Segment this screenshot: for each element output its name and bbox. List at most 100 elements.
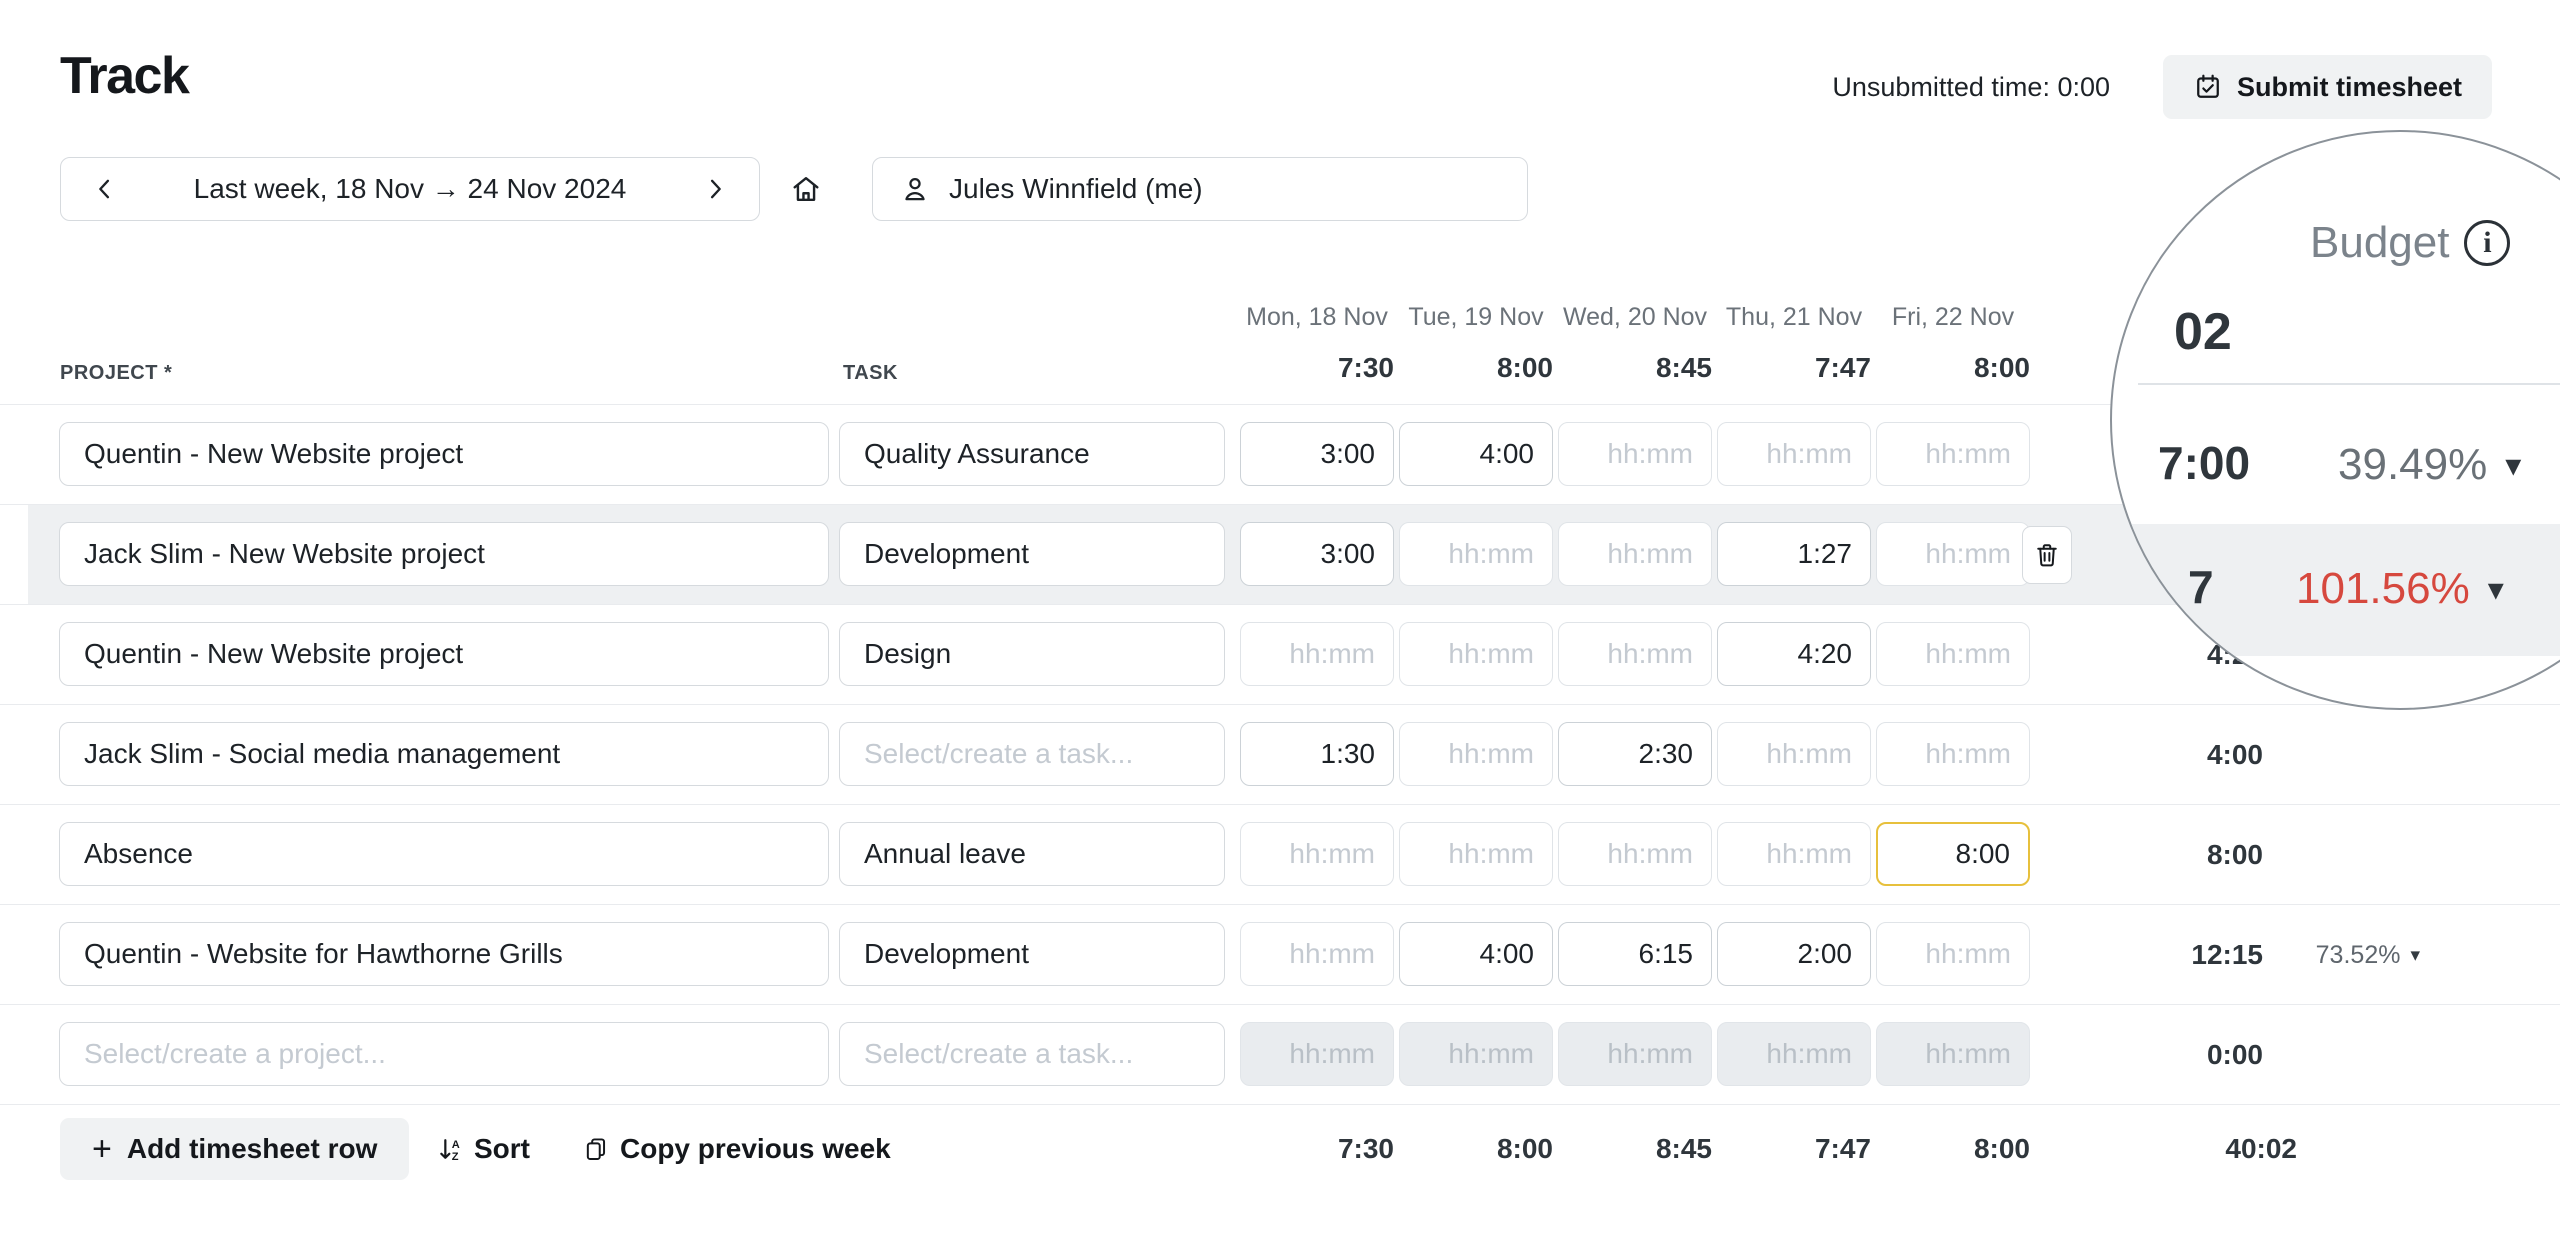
- task-input[interactable]: Select/create a task...: [839, 1022, 1225, 1086]
- info-icon[interactable]: i: [2464, 220, 2510, 266]
- time-input-wed[interactable]: hh:mm: [1558, 622, 1712, 686]
- week-range-label[interactable]: Last week, 18 Nov → 24 Nov 2024: [149, 173, 671, 205]
- time-input-mon[interactable]: 3:00: [1240, 522, 1394, 586]
- row-total: 8:00: [2118, 805, 2263, 905]
- day-total-wed: 8:45: [1558, 352, 1712, 384]
- project-input[interactable]: Absence: [59, 822, 829, 886]
- caret-down-icon: ▾: [2505, 449, 2521, 481]
- day-total-thu: 7:47: [1717, 352, 1871, 384]
- add-timesheet-row-button[interactable]: + Add timesheet row: [60, 1118, 409, 1180]
- time-input-wed[interactable]: hh:mm: [1558, 422, 1712, 486]
- time-input-thu[interactable]: hh:mm: [1717, 822, 1871, 886]
- submit-timesheet-button[interactable]: Submit timesheet: [2163, 55, 2492, 119]
- trash-icon: [2032, 539, 2062, 571]
- time-input-mon[interactable]: hh:mm: [1240, 822, 1394, 886]
- task-column-header: TASK: [843, 362, 898, 385]
- person-icon: [899, 173, 931, 205]
- time-input-fri[interactable]: 8:00: [1876, 822, 2030, 886]
- chevron-left-icon: [91, 175, 119, 203]
- member-select[interactable]: Jules Winnfield (me): [872, 157, 1528, 221]
- day-total-fri: 8:00: [1876, 352, 2030, 384]
- footer-total-wed: 8:45: [1558, 1118, 1712, 1180]
- project-input[interactable]: Quentin - New Website project: [59, 422, 829, 486]
- task-input[interactable]: Select/create a task...: [839, 722, 1225, 786]
- task-input[interactable]: Development: [839, 922, 1225, 986]
- time-input-tue[interactable]: hh:mm: [1399, 722, 1553, 786]
- day-header-fri: Fri, 22 Nov: [1856, 303, 2050, 332]
- time-input-fri[interactable]: hh:mm: [1876, 922, 2030, 986]
- magnified-budget-dropdown[interactable]: 101.56% ▾: [2296, 564, 2504, 614]
- sort-button[interactable]: A Z Sort: [436, 1118, 530, 1180]
- project-input[interactable]: Jack Slim - New Website project: [59, 522, 829, 586]
- task-input[interactable]: Development: [839, 522, 1225, 586]
- time-input-wed[interactable]: 6:15: [1558, 922, 1712, 986]
- plus-icon: +: [92, 1132, 112, 1166]
- week-navigator: Last week, 18 Nov → 24 Nov 2024: [60, 157, 760, 221]
- project-input[interactable]: Select/create a project...: [59, 1022, 829, 1086]
- svg-text:A: A: [452, 1139, 460, 1151]
- time-input-thu[interactable]: 1:27: [1717, 522, 1871, 586]
- task-input[interactable]: Annual leave: [839, 822, 1225, 886]
- time-input-fri[interactable]: hh:mm: [1876, 622, 2030, 686]
- time-input-mon[interactable]: 3:00: [1240, 422, 1394, 486]
- time-input-wed[interactable]: hh:mm: [1558, 822, 1712, 886]
- home-icon: [789, 172, 823, 206]
- budget-value: 39.49%: [2338, 440, 2487, 490]
- time-input-tue[interactable]: hh:mm: [1399, 822, 1553, 886]
- copy-previous-week-button[interactable]: Copy previous week: [582, 1118, 891, 1180]
- previous-week-button[interactable]: [61, 158, 149, 220]
- day-total-mon: 7:30: [1240, 352, 1394, 384]
- project-input[interactable]: Quentin - Website for Hawthorne Grills: [59, 922, 829, 986]
- sort-label: Sort: [474, 1133, 530, 1165]
- time-input-thu: hh:mm: [1717, 1022, 1871, 1086]
- row-total: 12:15: [2118, 905, 2263, 1005]
- time-input-mon: hh:mm: [1240, 1022, 1394, 1086]
- task-input[interactable]: Quality Assurance: [839, 422, 1225, 486]
- page-title: Track: [60, 46, 188, 106]
- time-input-tue: hh:mm: [1399, 1022, 1553, 1086]
- caret-down-icon: ▾: [2410, 946, 2420, 965]
- time-input-wed: hh:mm: [1558, 1022, 1712, 1086]
- budget-column-header: Budget: [2310, 218, 2449, 268]
- footer-total-tue: 8:00: [1399, 1118, 1553, 1180]
- time-input-thu[interactable]: 2:00: [1717, 922, 1871, 986]
- next-week-button[interactable]: [671, 158, 759, 220]
- time-input-tue[interactable]: 4:00: [1399, 422, 1553, 486]
- time-input-tue[interactable]: 4:00: [1399, 922, 1553, 986]
- chevron-right-icon: [701, 175, 729, 203]
- magnified-week-total: 02: [2174, 302, 2232, 362]
- time-input-tue[interactable]: hh:mm: [1399, 622, 1553, 686]
- time-input-mon[interactable]: hh:mm: [1240, 622, 1394, 686]
- timesheet-row: Absence Annual leave hh:mm hh:mm hh:mm h…: [0, 805, 2560, 905]
- time-input-thu[interactable]: hh:mm: [1717, 722, 1871, 786]
- copy-icon: [582, 1135, 610, 1163]
- budget-dropdown[interactable]: 73.52% ▾: [2250, 905, 2420, 1005]
- time-input-fri[interactable]: hh:mm: [1876, 522, 2030, 586]
- divider: [2138, 383, 2560, 385]
- project-input[interactable]: Quentin - New Website project: [59, 622, 829, 686]
- footer-total-thu: 7:47: [1717, 1118, 1871, 1180]
- footer-total-fri: 8:00: [1876, 1118, 2030, 1180]
- add-row-label: Add timesheet row: [127, 1133, 377, 1165]
- footer-total-mon: 7:30: [1240, 1118, 1394, 1180]
- submit-timesheet-label: Submit timesheet: [2237, 72, 2462, 103]
- time-input-thu[interactable]: 4:20: [1717, 622, 1871, 686]
- time-input-thu[interactable]: hh:mm: [1717, 422, 1871, 486]
- current-week-home-button[interactable]: [770, 157, 842, 221]
- magnified-budget-dropdown[interactable]: 39.49% ▾: [2338, 440, 2521, 490]
- unsubmitted-time-label: Unsubmitted time: 0:00: [1832, 72, 2110, 103]
- time-input-fri[interactable]: hh:mm: [1876, 722, 2030, 786]
- time-input-mon[interactable]: hh:mm: [1240, 922, 1394, 986]
- task-input[interactable]: Design: [839, 622, 1225, 686]
- time-input-wed[interactable]: 2:30: [1558, 722, 1712, 786]
- time-input-fri[interactable]: hh:mm: [1876, 422, 2030, 486]
- row-total: 4:00: [2118, 705, 2263, 805]
- time-input-tue[interactable]: hh:mm: [1399, 522, 1553, 586]
- time-input-wed[interactable]: hh:mm: [1558, 522, 1712, 586]
- delete-row-button[interactable]: [2022, 526, 2072, 584]
- copy-previous-week-label: Copy previous week: [620, 1133, 891, 1165]
- project-input[interactable]: Jack Slim - Social media management: [59, 722, 829, 786]
- time-input-mon[interactable]: 1:30: [1240, 722, 1394, 786]
- svg-text:Z: Z: [452, 1151, 459, 1163]
- project-column-header: PROJECT *: [60, 362, 172, 385]
